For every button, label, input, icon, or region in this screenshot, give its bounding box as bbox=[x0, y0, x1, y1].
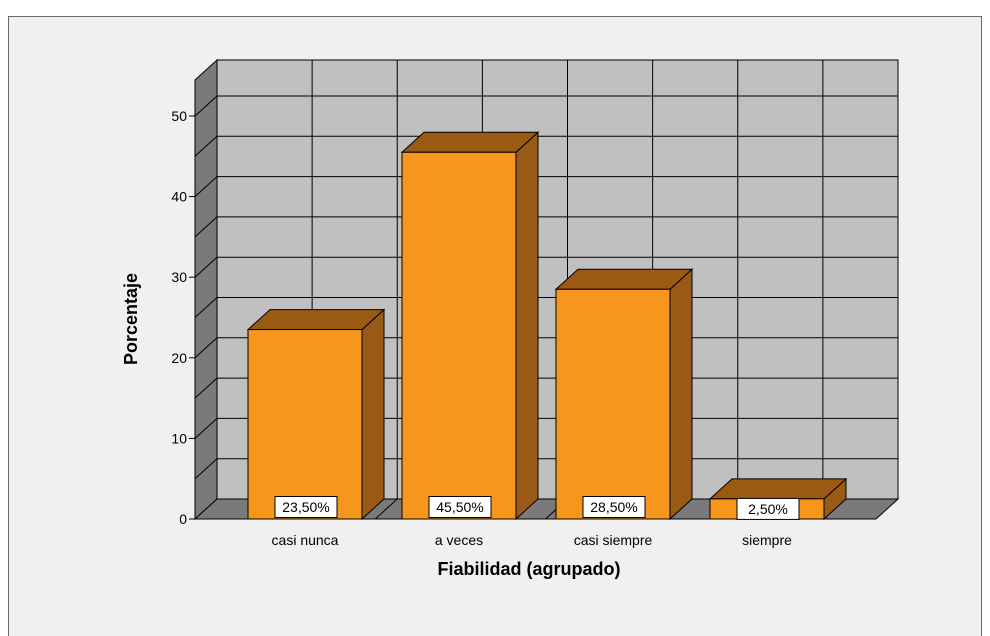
bar-group: 28,50% bbox=[554, 268, 694, 521]
gridline-side bbox=[194, 418, 218, 439]
data-label: 23,50% bbox=[282, 499, 329, 515]
bar-top bbox=[246, 309, 386, 331]
bar-top bbox=[554, 268, 694, 290]
bar-side bbox=[361, 308, 385, 521]
bar bbox=[247, 329, 363, 520]
bar-side bbox=[515, 131, 539, 521]
y-tick-label: 20 bbox=[171, 350, 187, 366]
chart-bars: 23,50% 45,50% 28,50% 2,50% bbox=[246, 131, 848, 521]
y-tick-label: 30 bbox=[171, 269, 187, 285]
gridline-side bbox=[194, 377, 218, 399]
chart-frame: 0 10 20 30 40 50 23,50% 45,50% 28,50% 2,50% casi… bbox=[8, 16, 982, 636]
y-tick-label: 50 bbox=[171, 108, 187, 124]
gridline-side bbox=[194, 176, 218, 197]
bar-group: 23,50% bbox=[246, 308, 386, 521]
x-axis-title: Fiabilidad (agrupado) bbox=[438, 559, 621, 579]
category-label: a veces bbox=[435, 532, 483, 548]
gridline-side bbox=[194, 337, 218, 359]
x-axis: casi nunca a veces casi siempre siempre bbox=[272, 532, 793, 548]
data-label: 45,50% bbox=[436, 499, 483, 515]
data-label-box bbox=[274, 496, 338, 518]
category-label: siempre bbox=[742, 532, 792, 548]
y-axis: 0 10 20 30 40 50 bbox=[171, 80, 196, 527]
bar bbox=[555, 288, 671, 520]
y-tick-label: 10 bbox=[171, 430, 187, 446]
bar-top bbox=[400, 131, 540, 153]
bar-top bbox=[708, 478, 848, 500]
data-label-box bbox=[736, 497, 800, 520]
data-label: 28,50% bbox=[590, 499, 637, 515]
category-label: casi nunca bbox=[272, 532, 339, 548]
bar bbox=[401, 151, 517, 520]
y-axis-title: Porcentaje bbox=[121, 273, 141, 365]
gridline-side bbox=[194, 458, 218, 480]
side-wall bbox=[194, 58, 218, 521]
bar-group: 2,50% bbox=[708, 477, 848, 521]
bar-chart-3d: 0 10 20 30 40 50 23,50% 45,50% 28,50% 2,50% casi… bbox=[121, 58, 900, 579]
y-tick-label: 40 bbox=[171, 189, 187, 205]
bar-side bbox=[669, 268, 693, 521]
category-label: casi siempre bbox=[574, 532, 653, 548]
gridline-floor bbox=[374, 498, 398, 520]
data-label-box bbox=[582, 496, 646, 518]
data-label-box bbox=[428, 496, 492, 518]
gridline-side bbox=[194, 216, 218, 238]
gridline-side bbox=[194, 297, 218, 318]
gridline-side bbox=[194, 135, 218, 157]
y-tick-label: 0 bbox=[179, 511, 187, 527]
gridline-side bbox=[194, 95, 218, 117]
gridline-side bbox=[194, 256, 218, 278]
data-label: 2,50% bbox=[748, 501, 788, 517]
bar-group: 45,50% bbox=[400, 131, 540, 521]
